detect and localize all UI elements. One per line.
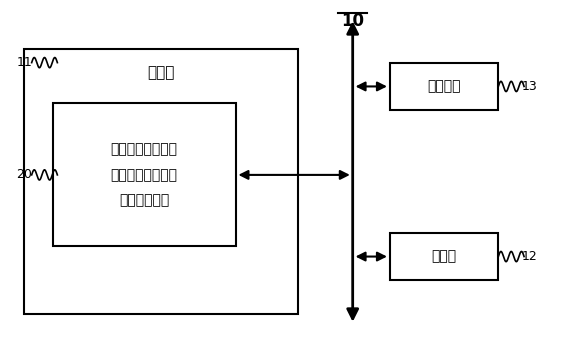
Text: 处理器: 处理器 [432, 250, 457, 263]
Text: 11: 11 [17, 56, 32, 69]
FancyBboxPatch shape [53, 104, 235, 246]
Text: 应急车道装置: 应急车道装置 [119, 193, 169, 208]
FancyBboxPatch shape [390, 63, 498, 110]
Text: 存储器: 存储器 [148, 65, 175, 80]
Text: 20: 20 [16, 168, 32, 181]
Text: 基于无人机航摄技: 基于无人机航摄技 [111, 142, 178, 156]
Text: 术的违法抓拍占用: 术的违法抓拍占用 [111, 168, 178, 182]
Text: 10: 10 [341, 12, 364, 29]
Text: 13: 13 [522, 80, 538, 93]
Text: 网络模块: 网络模块 [427, 80, 461, 93]
FancyBboxPatch shape [24, 49, 298, 315]
Text: 12: 12 [522, 250, 538, 263]
FancyBboxPatch shape [390, 233, 498, 280]
